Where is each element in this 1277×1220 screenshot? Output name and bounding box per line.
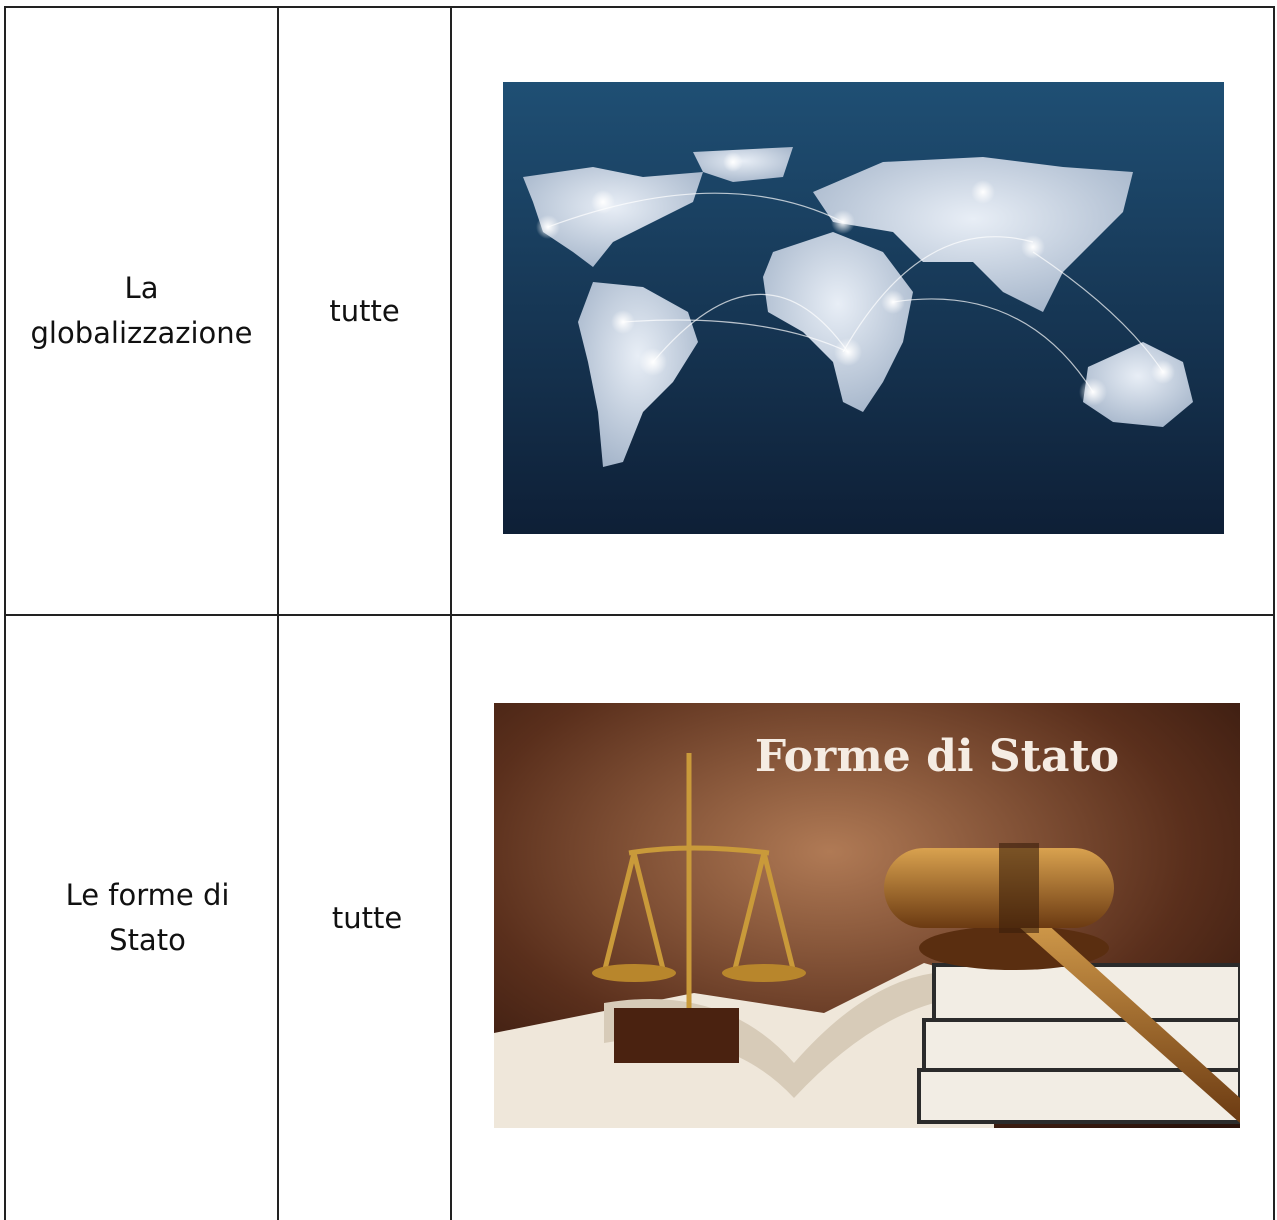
world-map-image [503,82,1224,534]
topic-cell: La globalizzazione [6,8,277,614]
topic-text: La globalizzazione [30,271,253,350]
table-border [450,6,452,1220]
classes-text: tutte [329,293,400,328]
topic-text: Le forme di Stato [65,878,230,957]
classes-cell: tutte [279,616,455,1220]
classes-cell: tutte [279,8,450,614]
table-border [277,6,279,1220]
forme-di-stato-image: Forme di Stato [494,703,1240,1128]
image-caption: Forme di Stato [755,731,1119,782]
table-border [1273,6,1275,1220]
table-border [4,6,6,1220]
table-border [4,614,1275,616]
classes-text: tutte [331,900,403,935]
table-border [4,6,1274,8]
topic-cell: Le forme di Stato [6,616,289,1220]
